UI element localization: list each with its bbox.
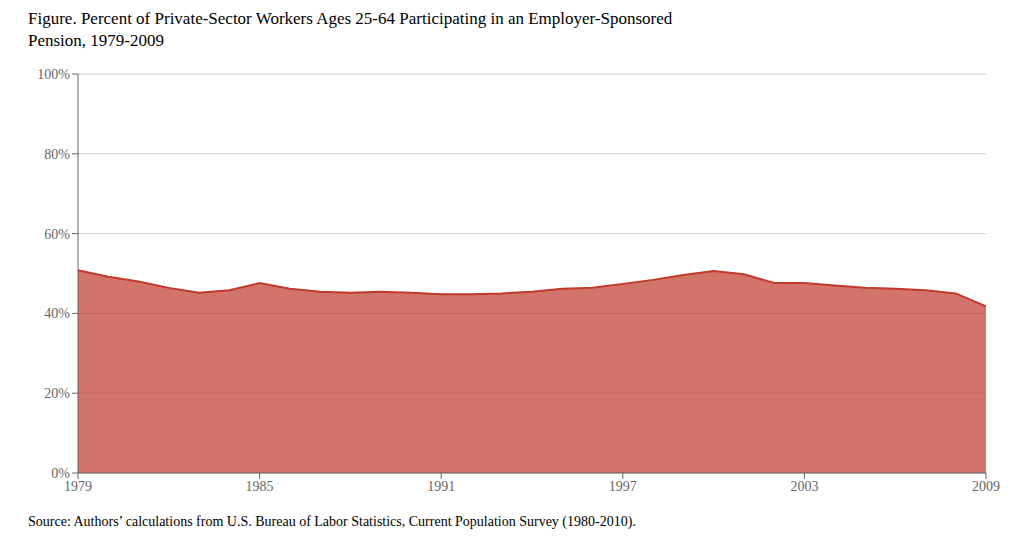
html-text:Source: Authors’ calculations: Source: Authors’ calculations from U.S. … [28,514,636,529]
svg-text:1985: 1985 [246,479,274,494]
svg-text:80%: 80% [44,147,70,162]
svg-text:40%: 40% [44,306,70,321]
html-text:Figure. Percent of Private-Sec: Figure. Percent of Private-Sector Worker… [28,9,673,50]
svg-text:60%: 60% [44,227,70,242]
svg-text:100%: 100% [37,67,70,82]
svg-text:2009: 2009 [972,479,1000,494]
svg-text:20%: 20% [44,386,70,401]
svg-text:2003: 2003 [790,479,818,494]
svg-text:1979: 1979 [64,479,92,494]
svg-text:0%: 0% [51,466,70,481]
svg-text:1991: 1991 [427,479,455,494]
svg-text:1997: 1997 [609,479,637,494]
